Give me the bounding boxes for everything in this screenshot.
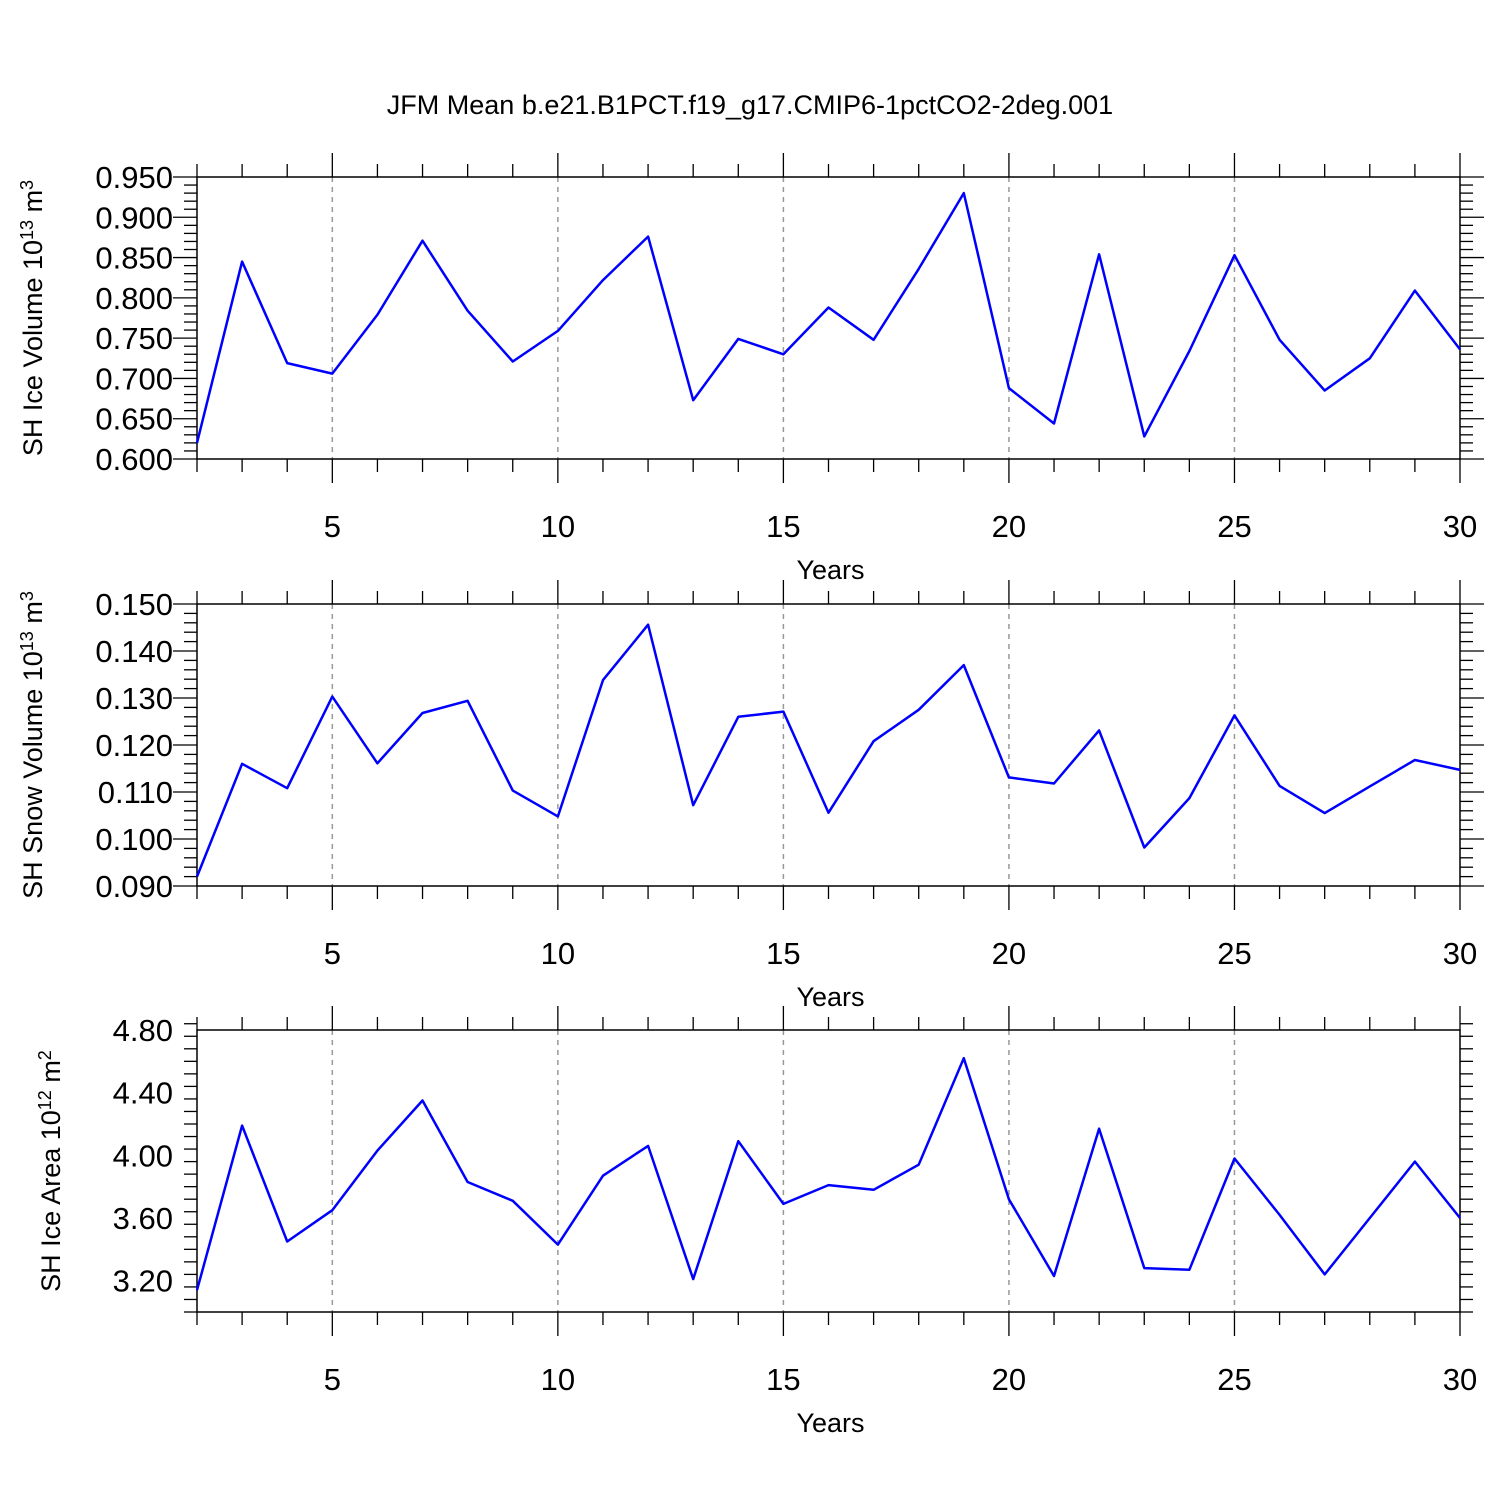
y-tick-label: 0.750: [95, 321, 173, 356]
y-axis-title-superscript: 3: [17, 180, 37, 190]
x-tick-label: 10: [541, 509, 575, 544]
y-axis-title-superscript: 13: [17, 220, 37, 240]
series-line: [195, 1056, 1461, 1291]
x-axis-title: Years: [796, 555, 864, 585]
y-axis-title-superscript: 12: [35, 1090, 55, 1110]
plot-frame: [196, 176, 1461, 460]
y-tick-label: 0.150: [95, 587, 173, 622]
y-axis-title-part: m: [18, 190, 48, 220]
x-axis-title: Years: [796, 1408, 864, 1438]
x-tick-label: 20: [992, 1362, 1026, 1397]
x-tick-label: 15: [766, 509, 800, 544]
x-tick-label: 20: [992, 936, 1026, 971]
plot-frame: [196, 1029, 1461, 1313]
x-tick-label: 30: [1443, 509, 1477, 544]
x-tick-label: 10: [541, 1362, 575, 1397]
x-tick-label: 15: [766, 936, 800, 971]
panel-2: 0.090 0.100 0.110 0.120 0.130 0.140 0.150 5 10 15…: [17, 580, 1484, 1012]
x-tick-label: 15: [766, 1362, 800, 1397]
figure-title: JFM Mean b.e21.B1PCT.f19_g17.CMIP6-1pctC…: [387, 90, 1113, 120]
panel-3: 3.20 3.60 4.00 4.40 4.80 5 10 15 20 25 30 Years SH I…: [35, 1006, 1477, 1438]
y-axis-title-superscript: 3: [17, 591, 37, 601]
y-tick-label: 0.700: [95, 361, 173, 396]
x-tick-label: 25: [1217, 936, 1251, 971]
x-tick-label: 5: [324, 1362, 341, 1397]
y-tick-label: 0.120: [95, 728, 173, 763]
x-tick-label: 25: [1217, 509, 1251, 544]
y-tick-label: 4.40: [113, 1076, 173, 1111]
plot-frame: [196, 603, 1461, 887]
y-tick-label: 0.110: [98, 775, 173, 810]
y-tick-label: 0.140: [95, 634, 173, 669]
y-tick-label: 0.900: [95, 200, 173, 235]
x-tick-label: 30: [1443, 936, 1477, 971]
y-tick-label: 0.800: [95, 281, 173, 316]
y-axis-title-part: SH Snow Volume 10: [18, 651, 48, 899]
y-tick-label: 0.100: [95, 822, 173, 857]
panels: 0.600 0.650 0.700 0.750 0.800 0.850 0.900 0.950…: [17, 153, 1484, 1438]
y-tick-label: 4.80: [113, 1013, 173, 1048]
y-tick-label: 3.20: [113, 1264, 173, 1299]
y-axis-title-part: SH Ice Area 10: [36, 1110, 66, 1292]
y-axis-title: SH Ice Area 1012 m2: [35, 1050, 66, 1292]
x-tick-label: 10: [541, 936, 575, 971]
x-tick-label: 5: [324, 936, 341, 971]
y-axis-title: SH Snow Volume 1013 m3: [17, 591, 48, 899]
y-tick-label: 3.60: [113, 1201, 173, 1236]
y-tick-label: 0.650: [95, 402, 173, 437]
x-axis-title: Years: [796, 982, 864, 1012]
x-tick-label: 30: [1443, 1362, 1477, 1397]
x-tick-label: 5: [324, 509, 341, 544]
y-tick-label: 0.850: [95, 241, 173, 276]
y-axis-title-superscript: 2: [35, 1050, 55, 1060]
y-axis-title-superscript: 13: [17, 631, 37, 651]
panel-1: 0.600 0.650 0.700 0.750 0.800 0.850 0.900 0.950…: [17, 153, 1484, 585]
x-tick-label: 25: [1217, 1362, 1251, 1397]
y-axis-title-part: m: [18, 601, 48, 631]
series-line: [195, 191, 1461, 444]
y-tick-label: 0.950: [95, 160, 173, 195]
x-tick-label: 20: [992, 509, 1026, 544]
y-axis-title-part: SH Ice Volume 10: [18, 240, 48, 456]
y-tick-label: 4.00: [113, 1138, 173, 1173]
y-tick-label: 0.600: [95, 442, 173, 477]
y-tick-label: 0.130: [95, 681, 173, 716]
y-axis-title-part: m: [36, 1060, 66, 1090]
y-tick-label: 0.090: [95, 869, 173, 904]
series-line: [195, 623, 1461, 878]
y-axis-title: SH Ice Volume 1013 m3: [17, 180, 48, 456]
